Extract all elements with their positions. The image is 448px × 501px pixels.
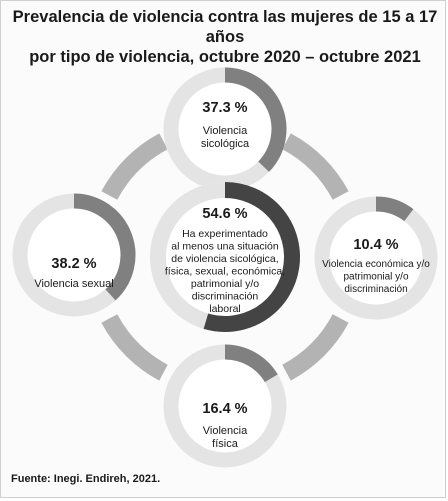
ring-center-ring-background — [150, 182, 300, 332]
connector-top-right — [282, 133, 349, 200]
ring-bottom-category-label-line: física — [212, 438, 239, 450]
ring-bottom-ring-background — [163, 344, 287, 468]
ring-center-category-label-line: laboral — [209, 303, 241, 315]
ring-left-category-label-line: Violencia sexual — [34, 278, 113, 290]
ring-center-category-label-line: Ha experimentado — [182, 228, 268, 240]
ring-center-category-label-line: discriminación — [192, 291, 259, 303]
ring-right-category-label-line: patrimonial y/o — [343, 272, 408, 283]
ring-top-value-label: 37.3 % — [202, 100, 247, 116]
ring-top-value-arc — [224, 67, 287, 172]
ring-right-ring-background — [314, 196, 438, 320]
ring-right-value-arc — [375, 196, 414, 222]
ring-right-value-label: 10.4 % — [353, 237, 398, 253]
ring-bottom-value-arc — [224, 344, 278, 383]
chart-title-line-1: Prevalencia de violencia contra las muje… — [12, 8, 438, 46]
ring-center-category-label-line: física, sexual, económica, — [165, 266, 285, 278]
connector-right-bottom — [282, 314, 349, 381]
source-note: Fuente: Inegi. Endireh, 2021. — [11, 473, 161, 485]
ring-center-category-label-line: al menos una situación — [171, 241, 279, 253]
connector-left-top — [101, 133, 168, 200]
ring-left-value-arc — [73, 193, 136, 301]
ring-top-category-label-line: sicológica — [201, 138, 250, 150]
ring-center-value-label: 54.6 % — [202, 206, 247, 222]
ring-top-ring-background — [163, 67, 287, 191]
ring-center-category-label-line: de violencia sicológica, — [171, 253, 278, 265]
chart-title-line-2: por tipo de violencia, octubre 2020 – oc… — [29, 48, 421, 66]
ring-left-value-label: 38.2 % — [51, 256, 96, 272]
ring-center-category-label-line: patrimonial y/o — [191, 278, 259, 290]
ring-bottom-value-label: 16.4 % — [202, 401, 247, 417]
ring-top-category-label-line: Violencia — [203, 125, 248, 137]
ring-right-category-label-line: Violencia económica y/o — [322, 259, 430, 270]
connector-bottom-left — [101, 314, 168, 381]
ring-left-ring-background — [12, 193, 136, 317]
ring-right-category-label-line: discriminación — [344, 284, 407, 295]
ring-bottom-category-label-line: Violencia — [203, 425, 248, 437]
chart-title: Prevalencia de violencia contra las muje… — [1, 7, 448, 67]
ring-center-value-arc — [203, 182, 300, 332]
